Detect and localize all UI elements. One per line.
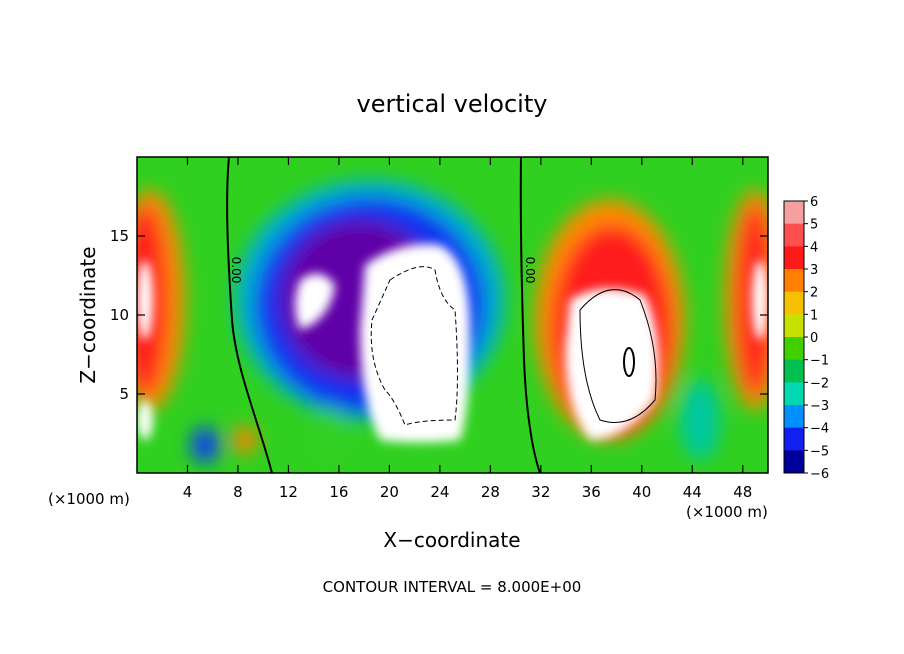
x-tick-label: 20: [380, 483, 399, 501]
colorbar-label: 0: [810, 331, 818, 346]
colorbar-swatch: [784, 269, 804, 293]
y-tick-label: 5: [119, 385, 129, 403]
x-tick-label: 24: [430, 483, 449, 501]
x-axis-ticks: 4 8 12 16 20 24 28 32 36 40 44 48: [183, 157, 752, 501]
y-axis-label: Z−coordinate: [76, 246, 100, 383]
colorbar-swatch: [784, 337, 804, 361]
x-tick-label: 12: [279, 483, 298, 501]
colorbar-label: −5: [810, 444, 829, 459]
y-tick-label: 10: [110, 306, 129, 324]
colorbar-swatch: [784, 246, 804, 270]
colorbar-label: 4: [810, 240, 818, 255]
colorbar-label: −2: [810, 376, 829, 391]
colorbar-swatch: [784, 201, 804, 225]
x-tick-label: 40: [632, 483, 651, 501]
colorbar-label: 6: [810, 195, 818, 210]
colorbar-swatch: [784, 291, 804, 315]
contour-interval: CONTOUR INTERVAL = 8.000E+00: [323, 578, 582, 596]
x-unit-right: (×1000 m): [686, 503, 768, 521]
colorbar-swatch: [784, 223, 804, 247]
x-tick-label: 48: [733, 483, 752, 501]
colorbar-swatch: [784, 405, 804, 429]
x-unit-left: (×1000 m): [48, 490, 130, 508]
colorbar-swatch: [784, 314, 804, 338]
colorbar-label: 3: [810, 263, 818, 278]
contour-label-right: 0.00: [523, 257, 537, 284]
colorbar-label: −1: [810, 354, 829, 369]
colorbar-swatch: [784, 359, 804, 383]
colorbar-swatch: [784, 450, 804, 474]
heatmap-field: [137, 157, 768, 473]
colorbar-label: 5: [810, 218, 818, 233]
y-axis-ticks: 5 10 15: [110, 227, 768, 403]
colorbar-label: −4: [810, 422, 829, 437]
x-tick-label: 28: [481, 483, 500, 501]
x-tick-label: 8: [233, 483, 243, 501]
colorbar-swatch: [784, 427, 804, 451]
x-tick-label: 16: [329, 483, 348, 501]
x-tick-label: 4: [183, 483, 193, 501]
x-axis-label: X−coordinate: [383, 528, 520, 552]
colorbar-label: −6: [810, 467, 829, 482]
colorbar-label: 1: [810, 308, 818, 323]
chart-title: vertical velocity: [357, 90, 548, 118]
colorbar: 6 5 4 3 2 1 0 −1 −2 −3 −4 −5 −6: [783, 195, 829, 482]
colorbar-swatch: [784, 382, 804, 406]
x-tick-label: 44: [683, 483, 702, 501]
colorbar-label: −3: [810, 399, 829, 414]
colorbar-label: 2: [810, 286, 818, 301]
contour-label-left: 0.00: [229, 257, 243, 284]
x-tick-label: 36: [582, 483, 601, 501]
y-tick-label: 15: [110, 227, 129, 245]
x-tick-label: 32: [531, 483, 550, 501]
